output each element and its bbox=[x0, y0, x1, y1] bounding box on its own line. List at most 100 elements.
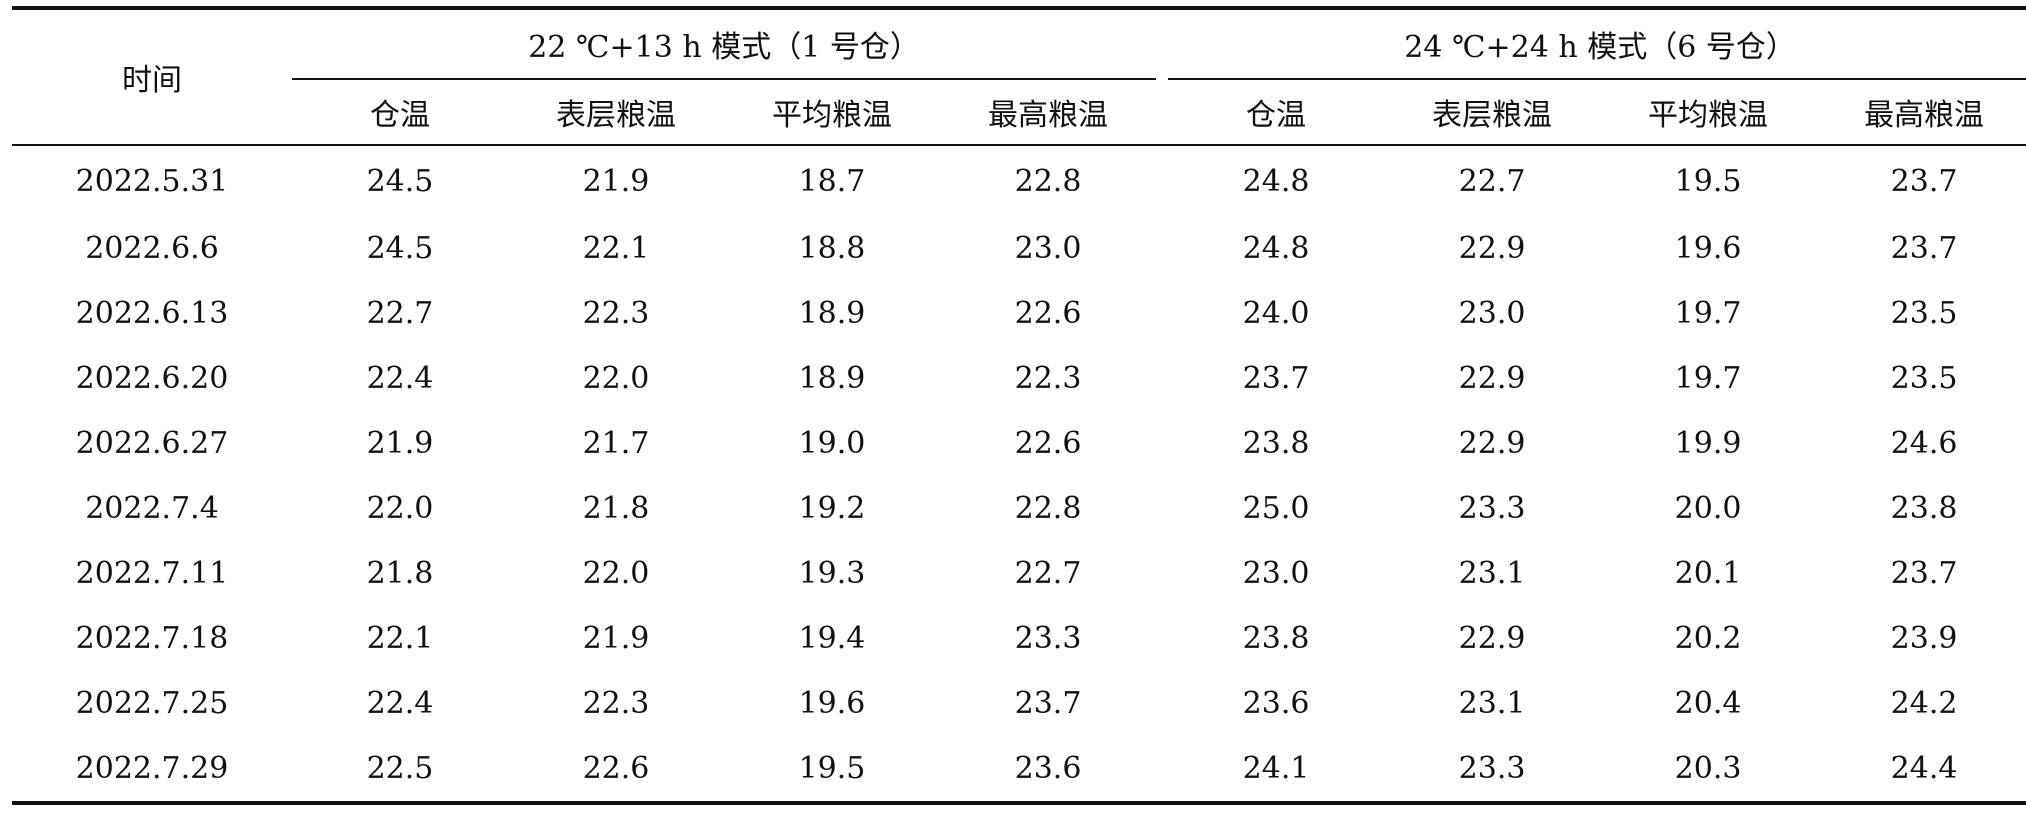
value-cell: 24.5 bbox=[366, 231, 434, 266]
value-cell: 23.1 bbox=[1458, 686, 1526, 721]
temperature-table: 时间 22 ℃+13 h 模式（1 号仓） 24 ℃+24 h 模式（6 号仓）… bbox=[12, 6, 2026, 805]
group-gap bbox=[1156, 476, 1168, 541]
value-cell: 20.2 bbox=[1674, 621, 1742, 656]
table-row: 2022.7.4 22.0 21.8 19.2 22.8 25.0 23.3 20.0 23.8 bbox=[12, 476, 2026, 541]
value-cell: 19.5 bbox=[724, 736, 940, 805]
value-cell: 22.0 bbox=[582, 361, 650, 396]
time-cell: 2022.7.18 bbox=[75, 621, 229, 656]
sub-header: 平均粮温 bbox=[724, 79, 940, 146]
value-cell: 22.9 bbox=[1458, 231, 1526, 266]
time-cell: 2022.7.4 bbox=[85, 491, 219, 526]
value-cell: 22.9 bbox=[1458, 621, 1526, 656]
value-cell: 21.8 bbox=[582, 491, 650, 526]
group-gap bbox=[1156, 79, 1169, 146]
value-cell: 22.4 bbox=[366, 361, 434, 396]
table-row: 2022.7.25 22.4 22.3 19.6 23.7 23.6 23.1 20.4 24.… bbox=[12, 671, 2026, 736]
value-cell: 24.0 bbox=[1242, 296, 1310, 331]
value-cell: 23.7 bbox=[1890, 231, 1958, 266]
value-cell: 23.7 bbox=[1014, 686, 1082, 721]
value-cell: 19.7 bbox=[1674, 296, 1742, 331]
group-gap bbox=[1156, 736, 1169, 805]
value-cell: 22.6 bbox=[1014, 426, 1082, 461]
value-cell: 23.0 bbox=[1458, 296, 1526, 331]
value-cell: 23.3 bbox=[1458, 491, 1526, 526]
value-cell: 22.7 bbox=[1014, 556, 1082, 591]
value-cell: 20.1 bbox=[1674, 556, 1742, 591]
value-cell: 22.0 bbox=[366, 491, 434, 526]
table-row: 2022.5.31 24.5 21.9 18.7 22.8 24.8 22.7 19.5 23.… bbox=[12, 145, 2026, 216]
table-row: 2022.7.18 22.1 21.9 19.4 23.3 23.8 22.9 20.2 23.… bbox=[12, 606, 2026, 671]
value-cell: 23.8 bbox=[1242, 426, 1310, 461]
value-cell: 19.2 bbox=[798, 491, 866, 526]
value-cell: 23.8 bbox=[1890, 491, 1958, 526]
value-cell: 18.9 bbox=[798, 361, 866, 396]
table-row: 2022.6.6 24.5 22.1 18.8 23.0 24.8 22.9 19.6 23.7 bbox=[12, 216, 2026, 281]
value-cell: 19.0 bbox=[798, 426, 866, 461]
value-cell: 25.0 bbox=[1242, 491, 1310, 526]
value-cell: 24.2 bbox=[1890, 686, 1958, 721]
value-cell: 21.7 bbox=[582, 426, 650, 461]
time-header: 时间 bbox=[12, 6, 292, 146]
value-cell: 23.8 bbox=[1242, 621, 1310, 656]
time-cell: 2022.7.11 bbox=[75, 556, 229, 591]
table-row: 2022.6.27 21.9 21.7 19.0 22.6 23.8 22.9 19.9 24.… bbox=[12, 411, 2026, 476]
value-cell: 18.7 bbox=[798, 163, 866, 199]
value-cell: 23.0 bbox=[1242, 556, 1310, 591]
sub-header: 仓温 bbox=[1168, 79, 1385, 146]
value-cell: 23.5 bbox=[1890, 296, 1958, 331]
group-gap bbox=[1156, 671, 1168, 736]
value-cell: 22.6 bbox=[508, 736, 724, 805]
sub-header: 平均粮温 bbox=[1600, 79, 1817, 146]
value-cell: 23.5 bbox=[1890, 361, 1958, 396]
value-cell: 22.1 bbox=[582, 231, 650, 266]
value-cell: 22.4 bbox=[366, 686, 434, 721]
time-cell: 2022.6.20 bbox=[75, 361, 229, 396]
group-gap bbox=[1156, 606, 1168, 671]
value-cell: 24.1 bbox=[1168, 736, 1385, 805]
value-cell: 22.8 bbox=[1014, 491, 1082, 526]
value-cell: 22.0 bbox=[582, 556, 650, 591]
time-cell: 2022.6.6 bbox=[85, 231, 219, 266]
value-cell: 19.6 bbox=[798, 686, 866, 721]
value-cell: 19.5 bbox=[1674, 163, 1742, 199]
value-cell: 21.9 bbox=[366, 426, 434, 461]
value-cell: 24.6 bbox=[1890, 426, 1958, 461]
group-gap bbox=[1156, 346, 1168, 411]
value-cell: 20.0 bbox=[1674, 491, 1742, 526]
value-cell: 19.4 bbox=[798, 621, 866, 656]
table-row: 2022.6.13 22.7 22.3 18.9 22.6 24.0 23.0 19.7 23.… bbox=[12, 281, 2026, 346]
value-cell: 23.3 bbox=[1384, 736, 1601, 805]
time-cell: 2022.5.31 bbox=[75, 163, 229, 199]
value-cell: 22.9 bbox=[1458, 426, 1526, 461]
group-header-1: 22 ℃+13 h 模式（1 号仓） bbox=[292, 6, 1157, 80]
value-cell: 23.9 bbox=[1890, 621, 1958, 656]
value-cell: 19.9 bbox=[1674, 426, 1742, 461]
time-cell: 2022.7.29 bbox=[12, 736, 292, 805]
group-gap bbox=[1156, 145, 1168, 216]
value-cell: 22.7 bbox=[366, 296, 434, 331]
value-cell: 20.4 bbox=[1674, 686, 1742, 721]
value-cell: 22.5 bbox=[292, 736, 508, 805]
value-cell: 23.6 bbox=[940, 736, 1157, 805]
value-cell: 24.8 bbox=[1242, 231, 1310, 266]
value-cell: 22.7 bbox=[1458, 163, 1526, 199]
table-body: 2022.5.31 24.5 21.9 18.7 22.8 24.8 22.7 19.5 23.… bbox=[12, 145, 2026, 805]
value-cell: 22.3 bbox=[582, 296, 650, 331]
value-cell: 19.6 bbox=[1674, 231, 1742, 266]
value-cell: 24.4 bbox=[1816, 736, 2026, 805]
value-cell: 19.7 bbox=[1674, 361, 1742, 396]
value-cell: 22.3 bbox=[1014, 361, 1082, 396]
value-cell: 18.9 bbox=[798, 296, 866, 331]
sub-header: 表层粮温 bbox=[508, 79, 724, 146]
value-cell: 22.1 bbox=[366, 621, 434, 656]
value-cell: 19.3 bbox=[798, 556, 866, 591]
sub-header: 最高粮温 bbox=[1816, 79, 2026, 146]
value-cell: 21.8 bbox=[366, 556, 434, 591]
time-cell: 2022.6.27 bbox=[75, 426, 229, 461]
table-row: 2022.6.20 22.4 22.0 18.9 22.3 23.7 22.9 19.7 23.… bbox=[12, 346, 2026, 411]
group-gap bbox=[1156, 216, 1168, 281]
value-cell: 24.8 bbox=[1242, 163, 1310, 199]
group-gap bbox=[1156, 281, 1168, 346]
value-cell: 23.1 bbox=[1458, 556, 1526, 591]
value-cell: 23.0 bbox=[1014, 231, 1082, 266]
